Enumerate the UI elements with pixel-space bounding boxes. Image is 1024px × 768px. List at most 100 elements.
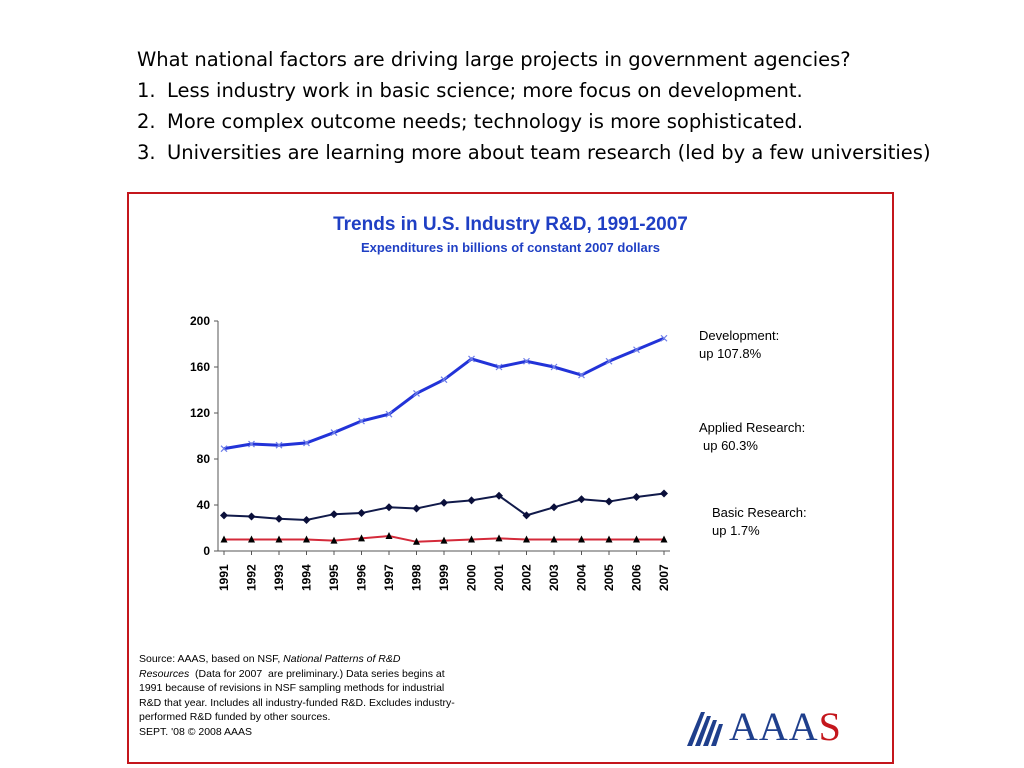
series-label: Basic Research: (712, 505, 807, 520)
data-point (247, 512, 256, 521)
point-2: 2. More complex outcome needs; technology… (137, 106, 1017, 137)
source-line1a: Source: AAAS, based on NSF, (139, 653, 284, 665)
data-point (413, 537, 420, 545)
series-label-change: up 60.3% (703, 438, 758, 453)
data-point (660, 489, 668, 498)
x-tick-label: 1999 (437, 564, 451, 591)
data-point (330, 510, 338, 519)
data-point (357, 509, 366, 518)
point-1: 1. Less industry work in basic science; m… (137, 75, 1017, 106)
source-line5: performed R&D funded by other sources. (139, 711, 331, 723)
point-1-text: Less industry work in basic science; mor… (167, 79, 803, 102)
y-tick-label: 80 (197, 452, 211, 466)
data-point (495, 491, 503, 500)
x-tick-label: 2006 (630, 564, 644, 591)
chart-subtitle: Expenditures in billions of constant 200… (360, 240, 661, 255)
data-point (412, 504, 421, 513)
data-point (440, 536, 448, 544)
chart-frame: Trends in U.S. Industry R&D, 1991-2007 E… (127, 192, 894, 764)
data-point (358, 534, 365, 542)
slide-text: What national factors are driving large … (137, 44, 1017, 168)
source-line3: 1991 because of revisions in NSF samplin… (139, 682, 445, 694)
data-point (578, 371, 585, 379)
point-2-number: 2. (137, 110, 156, 133)
x-tick-label: 2004 (575, 564, 589, 591)
x-tick-label: 1991 (217, 564, 231, 591)
series-line-development (223, 336, 665, 451)
data-point (303, 439, 310, 447)
source-line2b: (Data for 2007 are preliminary.) Data se… (189, 667, 445, 680)
y-tick-label: 120 (190, 406, 210, 420)
data-point (220, 535, 228, 543)
x-tick-label: 2003 (547, 564, 561, 591)
slide-heading: What national factors are driving large … (137, 48, 851, 71)
source-line4: R&D that year. Includes all industry-fun… (139, 696, 455, 709)
y-tick-label: 40 (197, 498, 211, 512)
x-tick-label: 1992 (245, 564, 259, 591)
y-tick-label: 200 (190, 314, 210, 328)
data-point (633, 346, 640, 354)
point-3-text: Universities are learning more about tea… (167, 141, 931, 164)
y-tick-label: 160 (190, 360, 210, 374)
data-point (632, 492, 641, 501)
data-point (467, 496, 476, 505)
chart-title: Trends in U.S. Industry R&D, 1991-2007 (333, 214, 688, 235)
y-tick-label: 0 (203, 544, 210, 558)
data-point (605, 497, 613, 506)
x-tick-label: 2000 (465, 564, 479, 591)
data-point (578, 535, 585, 543)
x-tick-label: 1998 (410, 564, 424, 591)
series-label: Development: (699, 328, 779, 343)
data-point (495, 363, 503, 371)
aaas-logo-icon (687, 712, 723, 746)
source-line2a: Resources (139, 667, 190, 680)
data-point (248, 535, 255, 543)
series-label: Applied Research: (699, 420, 805, 435)
data-point (523, 357, 530, 365)
x-tick-label: 1996 (355, 564, 369, 591)
x-tick-label: 1997 (382, 564, 396, 591)
data-point (275, 514, 283, 523)
series-label-change: up 1.7% (712, 523, 760, 538)
data-point (330, 536, 338, 544)
x-tick-label: 1994 (300, 564, 314, 591)
data-point (577, 495, 586, 504)
data-point (633, 535, 640, 543)
series-line-applied-research (223, 492, 665, 521)
data-point (440, 498, 448, 507)
data-point (385, 410, 393, 418)
source-note: Source: AAAS, based on NSF, National Pat… (139, 652, 519, 739)
aaas-logo-text: AAAS (729, 704, 842, 749)
line-chart: 0 40 80 120 160 200 1991 1992 1993 1994 1995 1996 19… (190, 314, 807, 591)
data-point (330, 429, 338, 436)
data-point (605, 535, 613, 543)
x-tick-label: 2002 (520, 564, 534, 591)
data-point (660, 334, 668, 342)
data-point (550, 503, 558, 512)
point-2-text: More complex outcome needs; technology i… (167, 110, 804, 133)
data-point (275, 441, 283, 449)
data-point (495, 534, 503, 542)
data-point (605, 357, 613, 365)
data-point (358, 417, 365, 425)
data-point (660, 535, 668, 543)
aaas-logo: AAAS (685, 704, 865, 749)
data-point (523, 535, 530, 543)
x-tick-label: 1995 (327, 564, 341, 591)
data-point (248, 440, 255, 448)
x-tick-label: 2005 (602, 564, 616, 591)
data-point (303, 535, 310, 543)
x-tick-label: 2001 (492, 564, 506, 591)
data-point (468, 535, 475, 543)
data-point (413, 390, 420, 397)
source-line1b: National Patterns of R&D (283, 653, 401, 665)
data-point (275, 535, 283, 543)
data-point (220, 445, 228, 453)
point-3-number: 3. (137, 141, 156, 164)
data-point (550, 535, 558, 543)
series-label-change: up 107.8% (699, 346, 762, 361)
x-tick-label: 1993 (272, 564, 286, 591)
data-point (440, 376, 448, 384)
data-point (385, 503, 393, 512)
data-point (220, 511, 228, 520)
